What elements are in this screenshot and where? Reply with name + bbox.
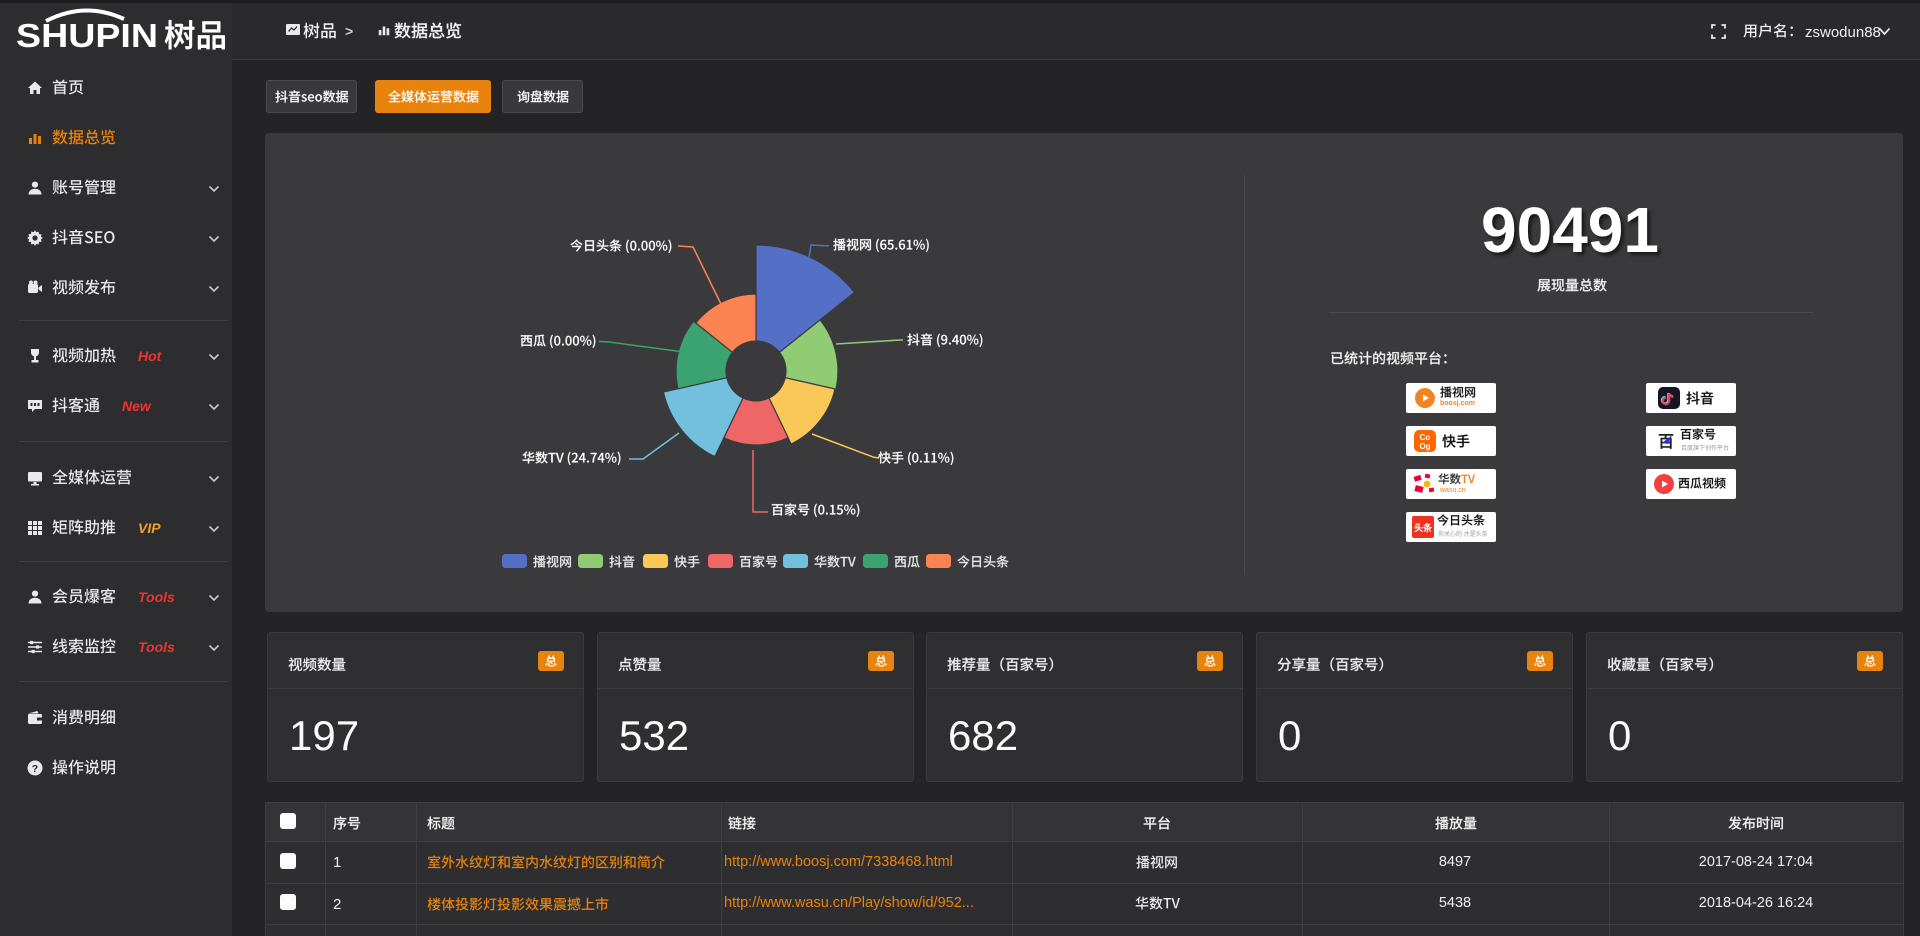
svg-text:?: ? bbox=[32, 763, 38, 775]
svg-text:SHUPIN: SHUPIN bbox=[16, 17, 158, 54]
svg-text:头条: 头条 bbox=[1414, 522, 1433, 533]
svg-text:Og: Og bbox=[1419, 442, 1430, 451]
svg-text:Co: Co bbox=[1420, 433, 1431, 442]
